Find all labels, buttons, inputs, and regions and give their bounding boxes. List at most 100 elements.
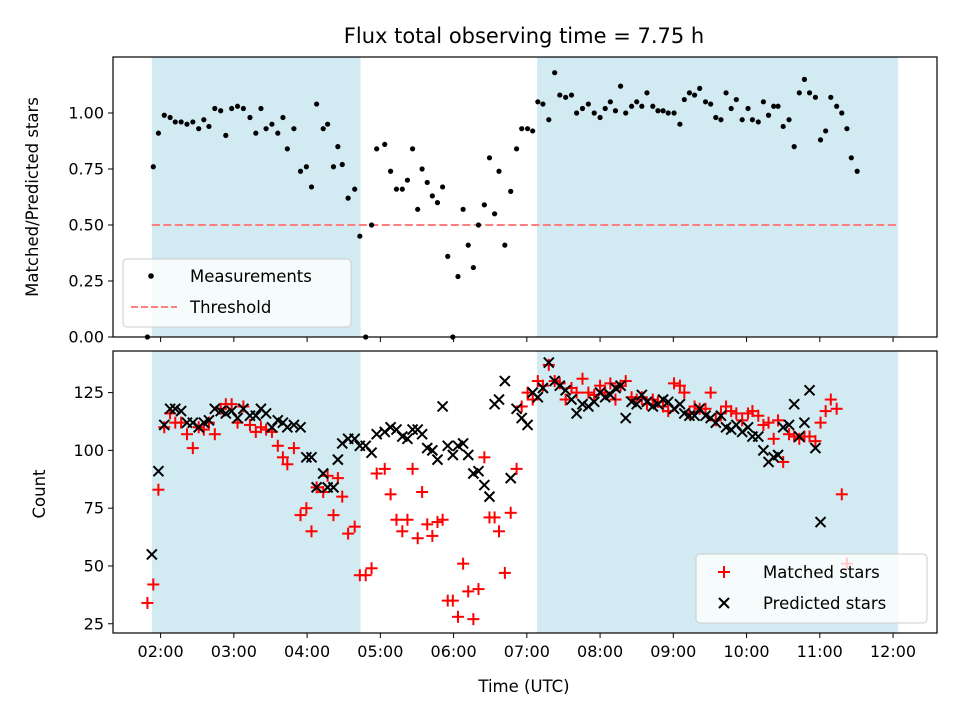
predicted-star-point — [788, 398, 800, 410]
measurement-point — [812, 94, 819, 100]
predicted-star-point — [614, 379, 627, 392]
measurement-point — [519, 126, 525, 132]
matched-star-point — [281, 458, 294, 471]
measurement-point — [352, 186, 358, 192]
measurement-point — [218, 108, 224, 114]
measurement-point — [739, 117, 745, 123]
predicted-star-point — [250, 410, 262, 422]
predicted-star-point — [175, 405, 187, 417]
x-tick-label: 05:00 — [357, 642, 403, 661]
measurement-point — [677, 121, 683, 127]
predicted-star-point — [636, 389, 648, 401]
measurement-point — [691, 92, 698, 98]
measurement-point — [229, 105, 235, 112]
measurement-point — [404, 177, 411, 183]
predicted-star-point — [317, 467, 329, 480]
measurement-point — [839, 110, 845, 116]
measurement-point — [178, 119, 184, 125]
matched-star-point — [208, 428, 221, 441]
measurement-points — [144, 70, 860, 340]
count-x-ticks: 02:00 03:00 04:00 05:00 06:00 07:00 08:00 09:00… — [138, 633, 916, 661]
predicted-star-point — [281, 421, 294, 433]
predicted-star-point — [401, 433, 414, 445]
matched-star-point — [668, 377, 681, 390]
matched-star-point — [243, 418, 256, 431]
matched-star-point — [730, 407, 743, 420]
matched-star-point — [819, 405, 832, 418]
matched-star-point — [300, 502, 313, 515]
measurement-point — [234, 103, 241, 109]
predicted-star-point — [576, 398, 589, 410]
x-tick-label: 04:00 — [284, 642, 330, 661]
matched-star-point — [421, 518, 434, 531]
measurement-point — [665, 110, 671, 116]
ratio-legend-box — [122, 258, 352, 328]
matched-star-point — [699, 402, 712, 415]
measurement-point — [470, 264, 476, 271]
measurement-point — [563, 94, 569, 100]
measurement-point — [623, 110, 629, 116]
matched-star-point — [462, 585, 475, 598]
matched-star-point — [321, 469, 334, 482]
measurement-point — [212, 105, 218, 112]
predicted-star-point — [231, 412, 244, 424]
measurement-point — [579, 105, 586, 112]
measurement-point — [617, 83, 624, 89]
matched-star-point — [467, 613, 480, 626]
matched-star-point — [370, 467, 383, 480]
measurement-point — [345, 195, 351, 201]
predicted-star-point — [757, 444, 770, 457]
y-tick-label: 125 — [73, 383, 104, 402]
matched-star-point — [158, 421, 171, 434]
predicted-star-point — [543, 356, 555, 369]
predicted-star-point — [710, 416, 722, 429]
predicted-star-point — [715, 410, 727, 422]
measurement-point — [357, 233, 363, 239]
predicted-star-point — [457, 437, 469, 450]
measurement-point — [780, 123, 786, 130]
predicted-star-point — [164, 403, 176, 415]
predicted-star-point — [483, 490, 496, 503]
measurement-point — [602, 105, 608, 112]
matched-star-point — [446, 594, 459, 607]
measurement-point — [508, 188, 514, 194]
measurement-point — [492, 211, 498, 217]
measurement-point — [733, 96, 739, 103]
predicted-star-point — [478, 479, 491, 491]
measurement-point — [201, 117, 207, 123]
predicted-star-point — [565, 393, 578, 406]
predicted-star-point — [798, 416, 811, 429]
matched-star-point — [359, 569, 372, 582]
measurement-point — [481, 202, 487, 208]
measurement-point — [496, 168, 502, 174]
measurement-point — [612, 108, 619, 114]
x-tick-label: 12:00 — [870, 642, 916, 661]
predicted-star-point — [742, 421, 754, 433]
predicted-star-point — [472, 465, 485, 477]
measurement-point — [755, 119, 761, 125]
measurement-point — [650, 103, 656, 109]
predicted-star-point — [332, 453, 344, 466]
top-observing-windows — [151, 57, 899, 337]
predicted-star-point — [493, 393, 505, 406]
measurement-point — [297, 168, 304, 174]
measurement-point — [644, 90, 650, 96]
ratio-panel: 0.00 0.25 0.50 0.75 1.00 Matched/Predicted s… — [23, 56, 938, 347]
measurement-point — [502, 242, 508, 248]
predicted-star-point — [300, 451, 313, 464]
legend-predicted-label: Predicted stars — [763, 594, 886, 613]
measurement-point — [723, 90, 729, 96]
observing-window-2 — [537, 57, 899, 337]
measurement-point — [424, 179, 430, 186]
measurement-point — [486, 155, 493, 161]
predicted-star-point — [220, 407, 232, 420]
x-tick-label: 11:00 — [797, 642, 843, 661]
matched-star-point — [180, 428, 193, 441]
matched-star-point — [327, 509, 340, 522]
measurement-point — [552, 70, 558, 76]
measurement-point — [718, 117, 724, 123]
predicted-star-point — [447, 449, 459, 461]
ratio-axes-frame — [112, 56, 938, 338]
matched-star-point — [576, 372, 589, 385]
measurement-point — [223, 132, 229, 138]
